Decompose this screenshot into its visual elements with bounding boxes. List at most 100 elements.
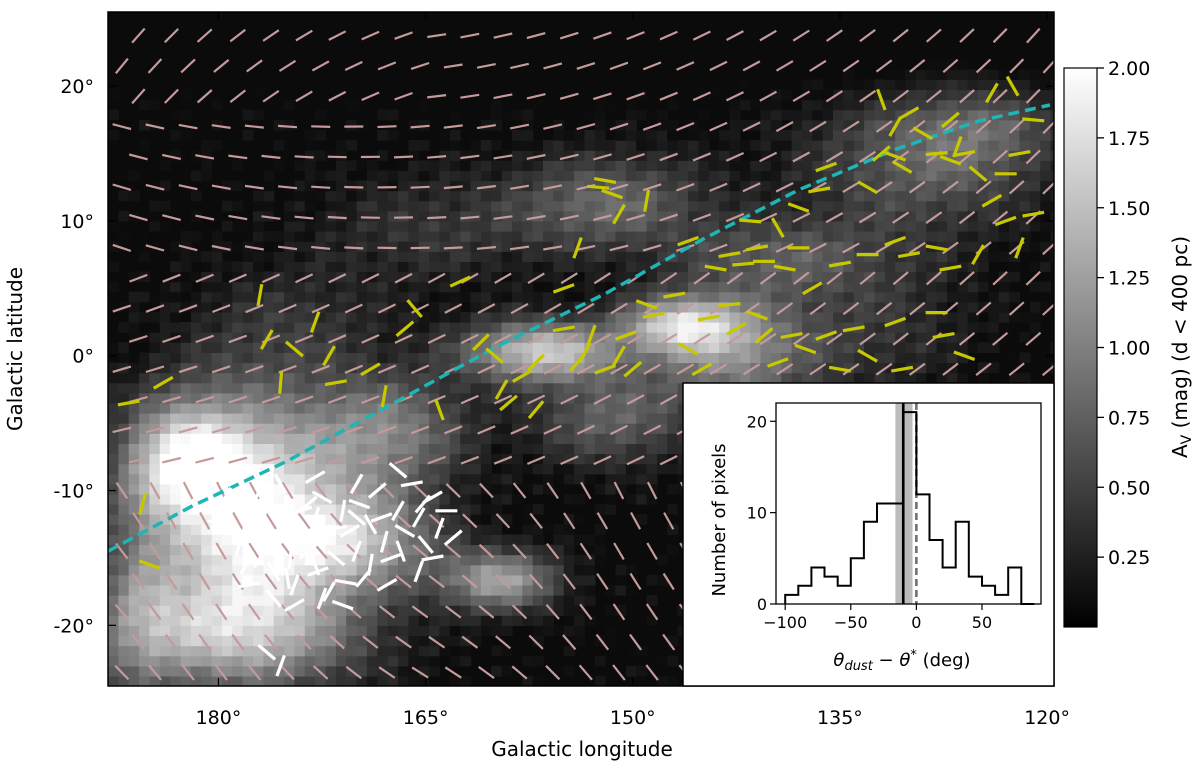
- extinction-pixel: [211, 301, 223, 313]
- extinction-pixel: [657, 170, 668, 182]
- extinction-pixel: [833, 140, 844, 151]
- extinction-pixel: [211, 413, 223, 424]
- extinction-pixel: [439, 605, 451, 616]
- extinction-pixel: [708, 190, 720, 202]
- extinction-pixel: [636, 433, 648, 444]
- extinction-pixel: [543, 281, 554, 293]
- extinction-pixel: [543, 180, 554, 192]
- extinction-pixel: [543, 402, 554, 414]
- extinction-pixel: [543, 160, 554, 171]
- extinction-pixel: [429, 251, 441, 262]
- extinction-pixel: [594, 160, 606, 171]
- extinction-pixel: [605, 251, 617, 262]
- extinction-pixel: [657, 342, 668, 353]
- extinction-pixel: [1050, 251, 1054, 262]
- extinction-pixel: [325, 473, 337, 485]
- extinction-pixel: [843, 220, 855, 232]
- extinction-pixel: [315, 554, 327, 566]
- extinction-pixel: [408, 372, 420, 384]
- extinction-pixel: [294, 554, 306, 566]
- extinction-pixel: [750, 220, 762, 232]
- extinction-pixel: [967, 322, 979, 333]
- extinction-pixel: [211, 493, 223, 505]
- extinction-pixel: [491, 615, 503, 626]
- planck-segment: [859, 89, 877, 103]
- extinction-pixel: [211, 524, 223, 535]
- planck-segment: [560, 333, 579, 345]
- extinction-pixel: [263, 210, 275, 222]
- extinction-pixel: [584, 413, 596, 424]
- extinction-pixel: [387, 433, 399, 444]
- extinction-pixel: [284, 433, 296, 444]
- extinction-pixel: [211, 99, 223, 111]
- extinction-pixel: [335, 675, 347, 686]
- extinction-pixel: [408, 231, 420, 242]
- extinction-pixel: [346, 372, 358, 384]
- yellow-polarization-segment: [511, 369, 533, 383]
- extinction-pixel: [201, 584, 213, 596]
- extinction-pixel: [988, 170, 1000, 182]
- extinction-pixel: [677, 140, 689, 151]
- white-polarization-segment: [269, 534, 292, 542]
- extinction-pixel: [325, 342, 337, 353]
- extinction-pixel: [201, 281, 213, 293]
- extinction-pixel: [356, 251, 368, 262]
- extinction-pixel: [242, 251, 254, 262]
- extinction-pixel: [201, 534, 213, 546]
- extinction-pixel: [139, 534, 151, 546]
- extinction-pixel: [936, 352, 948, 364]
- yellow-polarization-segment: [449, 275, 471, 288]
- extinction-pixel: [263, 605, 275, 616]
- extinction-pixel: [501, 645, 513, 657]
- extinction-pixel: [335, 150, 347, 161]
- extinction-pixel: [118, 382, 130, 394]
- extinction-pixel: [190, 625, 202, 636]
- extinction-pixel: [128, 301, 140, 313]
- extinction-pixel: [947, 251, 958, 262]
- planck-segment: [460, 154, 480, 160]
- extinction-pixel: [429, 433, 441, 444]
- extinction-pixel: [947, 160, 958, 171]
- white-polarization-segment: [411, 507, 426, 528]
- extinction-pixel: [967, 301, 979, 313]
- extinction-pixel: [781, 210, 793, 222]
- extinction-pixel: [978, 69, 989, 80]
- extinction-pixel: [563, 605, 575, 616]
- extinction-pixel: [460, 615, 472, 626]
- planck-segment: [809, 302, 827, 316]
- extinction-pixel: [439, 220, 451, 232]
- extinction-pixel: [822, 109, 834, 121]
- extinction-pixel: [118, 675, 130, 686]
- extinction-pixel: [750, 150, 762, 161]
- extinction-pixel: [750, 271, 762, 283]
- extinction-pixel: [263, 453, 275, 465]
- extinction-pixel: [377, 615, 389, 626]
- extinction-pixel: [190, 352, 202, 364]
- extinction-pixel: [480, 443, 492, 455]
- extinction-pixel: [284, 332, 296, 343]
- extinction-pixel: [843, 362, 855, 374]
- extinction-pixel: [657, 200, 668, 212]
- extinction-pixel: [159, 220, 171, 232]
- planck-segment: [112, 243, 132, 252]
- extinction-pixel: [128, 584, 140, 596]
- extinction-pixel: [387, 584, 399, 596]
- extinction-pixel: [915, 89, 927, 101]
- extinction-pixel: [605, 271, 617, 283]
- extinction-pixel: [853, 170, 865, 182]
- white-polarization-segment: [284, 598, 305, 612]
- extinction-pixel: [739, 291, 751, 303]
- extinction-pixel: [346, 392, 358, 404]
- extinction-pixel: [760, 150, 772, 161]
- extinction-pixel: [242, 220, 254, 232]
- extinction-pixel: [190, 645, 202, 657]
- planck-segment: [361, 333, 380, 344]
- extinction-pixel: [211, 322, 223, 333]
- extinction-pixel: [688, 231, 699, 242]
- extinction-pixel: [201, 665, 213, 677]
- yellow-polarization-segment: [857, 348, 878, 363]
- extinction-pixel: [822, 291, 834, 303]
- planck-segment: [909, 301, 926, 316]
- extinction-pixel: [460, 554, 472, 566]
- extinction-pixel: [470, 584, 482, 596]
